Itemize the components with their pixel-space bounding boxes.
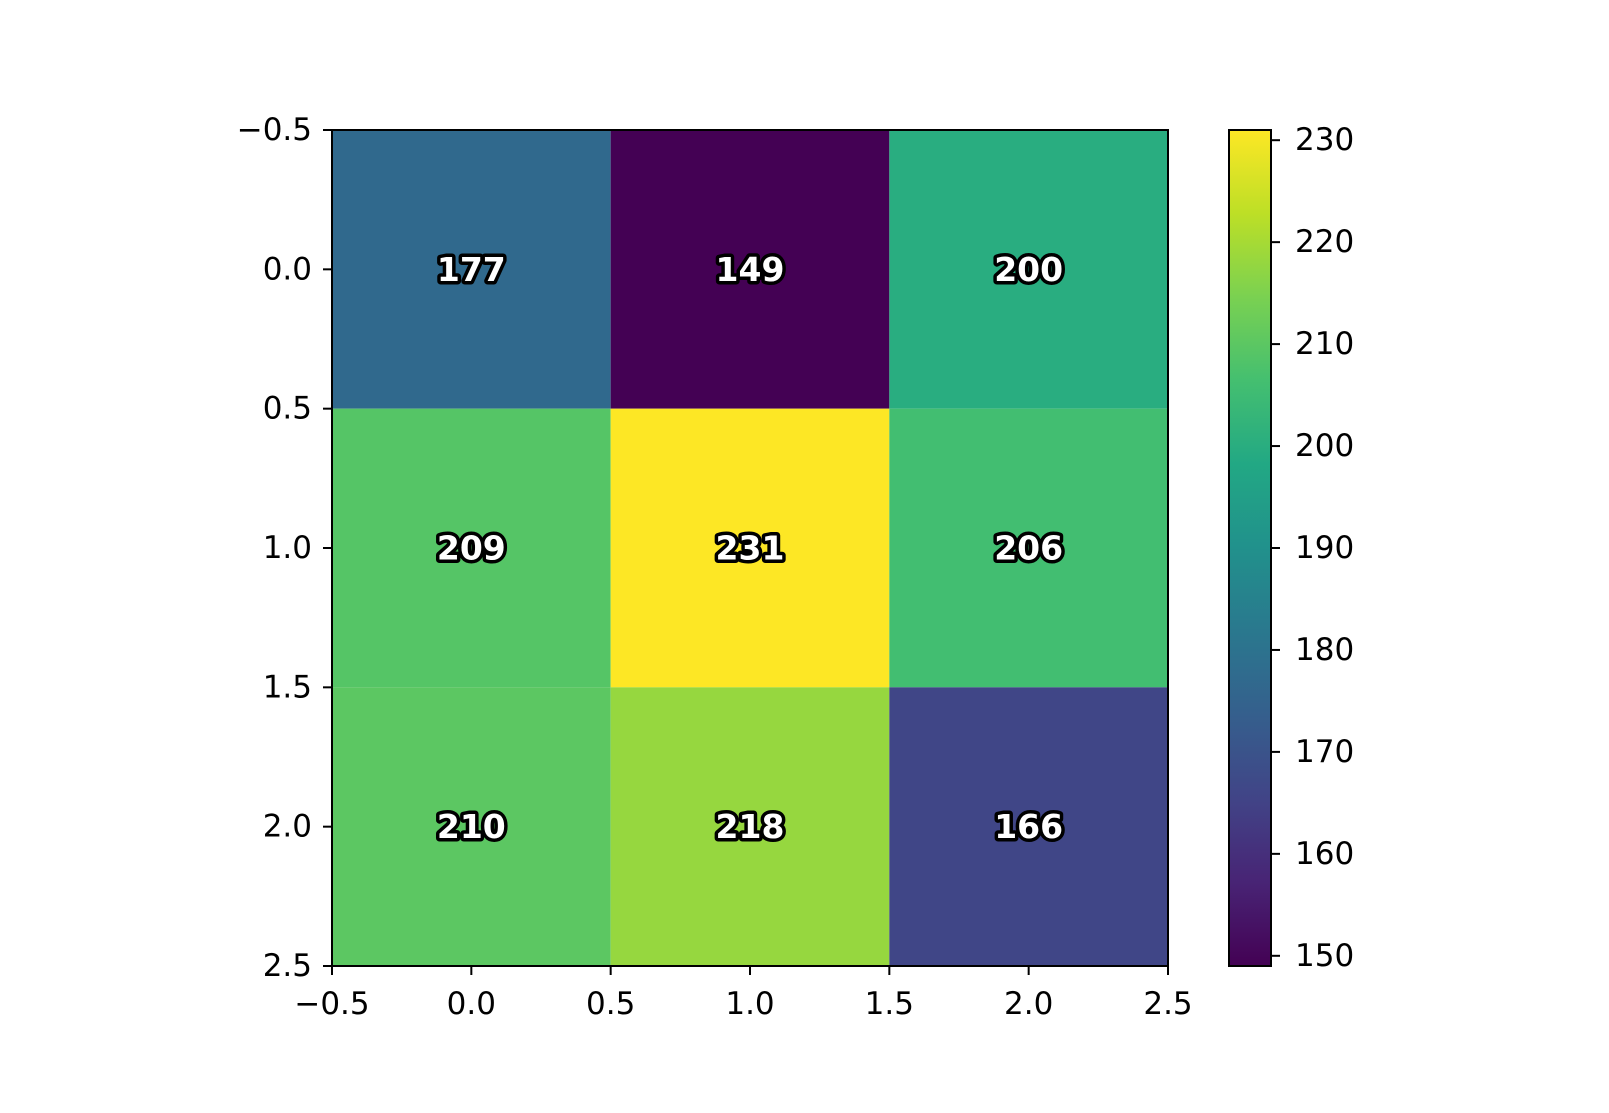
y-tick-label: 0.0: [263, 251, 312, 287]
cell-label-r1-c1: 231: [716, 529, 785, 568]
colorbar: [1228, 129, 1272, 967]
cell-label-r2-c1: 218: [716, 807, 785, 846]
heatmap-cell-r2-c1: [610, 687, 890, 966]
cell-label-r0-c0: 177: [437, 250, 506, 289]
y-axis: −0.5 0.0 0.5 1.0 1.5 2.0 2.5: [237, 112, 332, 984]
colorbar-tick-label: 160: [1295, 836, 1354, 872]
colorbar-tick-label: 200: [1295, 428, 1354, 464]
heatmap-cell-r0-c0: [332, 130, 611, 409]
y-tick-label: 2.0: [263, 809, 312, 845]
x-tick-label: 0.5: [586, 986, 635, 1022]
x-tick-label: −0.5: [294, 986, 369, 1022]
y-tick-label: 1.0: [263, 530, 312, 566]
heatmap-cell-r0-c2: [889, 130, 1168, 409]
cell-label-r1-c0: 209: [437, 529, 506, 568]
cell-label-r1-c2: 206: [994, 529, 1063, 568]
colorbar-tick-label: 190: [1295, 530, 1354, 566]
heatmap-cell-r2-c0: [332, 687, 611, 966]
colorbar-tick-label: 220: [1295, 224, 1354, 260]
y-tick-label: 0.5: [263, 391, 312, 427]
heatmap-cell-r1-c2: [889, 408, 1168, 688]
heatmap-cell-r2-c2: [889, 687, 1168, 966]
y-tick-label: −0.5: [237, 112, 312, 148]
cell-label-r2-c0: 210: [437, 807, 506, 846]
cell-label-r2-c2: 166: [994, 807, 1063, 846]
y-tick-label: 2.5: [263, 948, 312, 984]
colorbar-tick-label: 210: [1295, 326, 1354, 362]
x-tick-label: 1.5: [865, 986, 914, 1022]
heatmap-cell-labels: 177 149 200 209 231 206 210 218 166: [433, 246, 1066, 849]
colorbar-tick-label: 150: [1295, 938, 1354, 974]
colorbar-tick-label: 230: [1295, 122, 1354, 158]
x-tick-label: 1.0: [725, 986, 774, 1022]
heatmap-cell-r1-c0: [332, 408, 611, 688]
cell-label-r0-c1: 149: [716, 250, 785, 289]
heatmap-cell-r1-c1: [610, 408, 890, 688]
colorbar-axis: 150 160 170 180 190 200 210 220 230: [1271, 122, 1354, 974]
colorbar-tick-label: 170: [1295, 734, 1354, 770]
x-tick-label: 2.5: [1143, 986, 1192, 1022]
y-tick-label: 1.5: [263, 669, 312, 705]
heatmap-cell-r0-c1: [610, 130, 890, 409]
x-tick-label: 2.0: [1004, 986, 1053, 1022]
x-axis: −0.5 0.0 0.5 1.0 1.5 2.0 2.5: [294, 966, 1193, 1022]
heatmap-cells: [332, 130, 1168, 966]
colorbar-tick-label: 180: [1295, 632, 1354, 668]
cell-label-r0-c2: 200: [994, 250, 1063, 289]
x-tick-label: 0.0: [447, 986, 496, 1022]
